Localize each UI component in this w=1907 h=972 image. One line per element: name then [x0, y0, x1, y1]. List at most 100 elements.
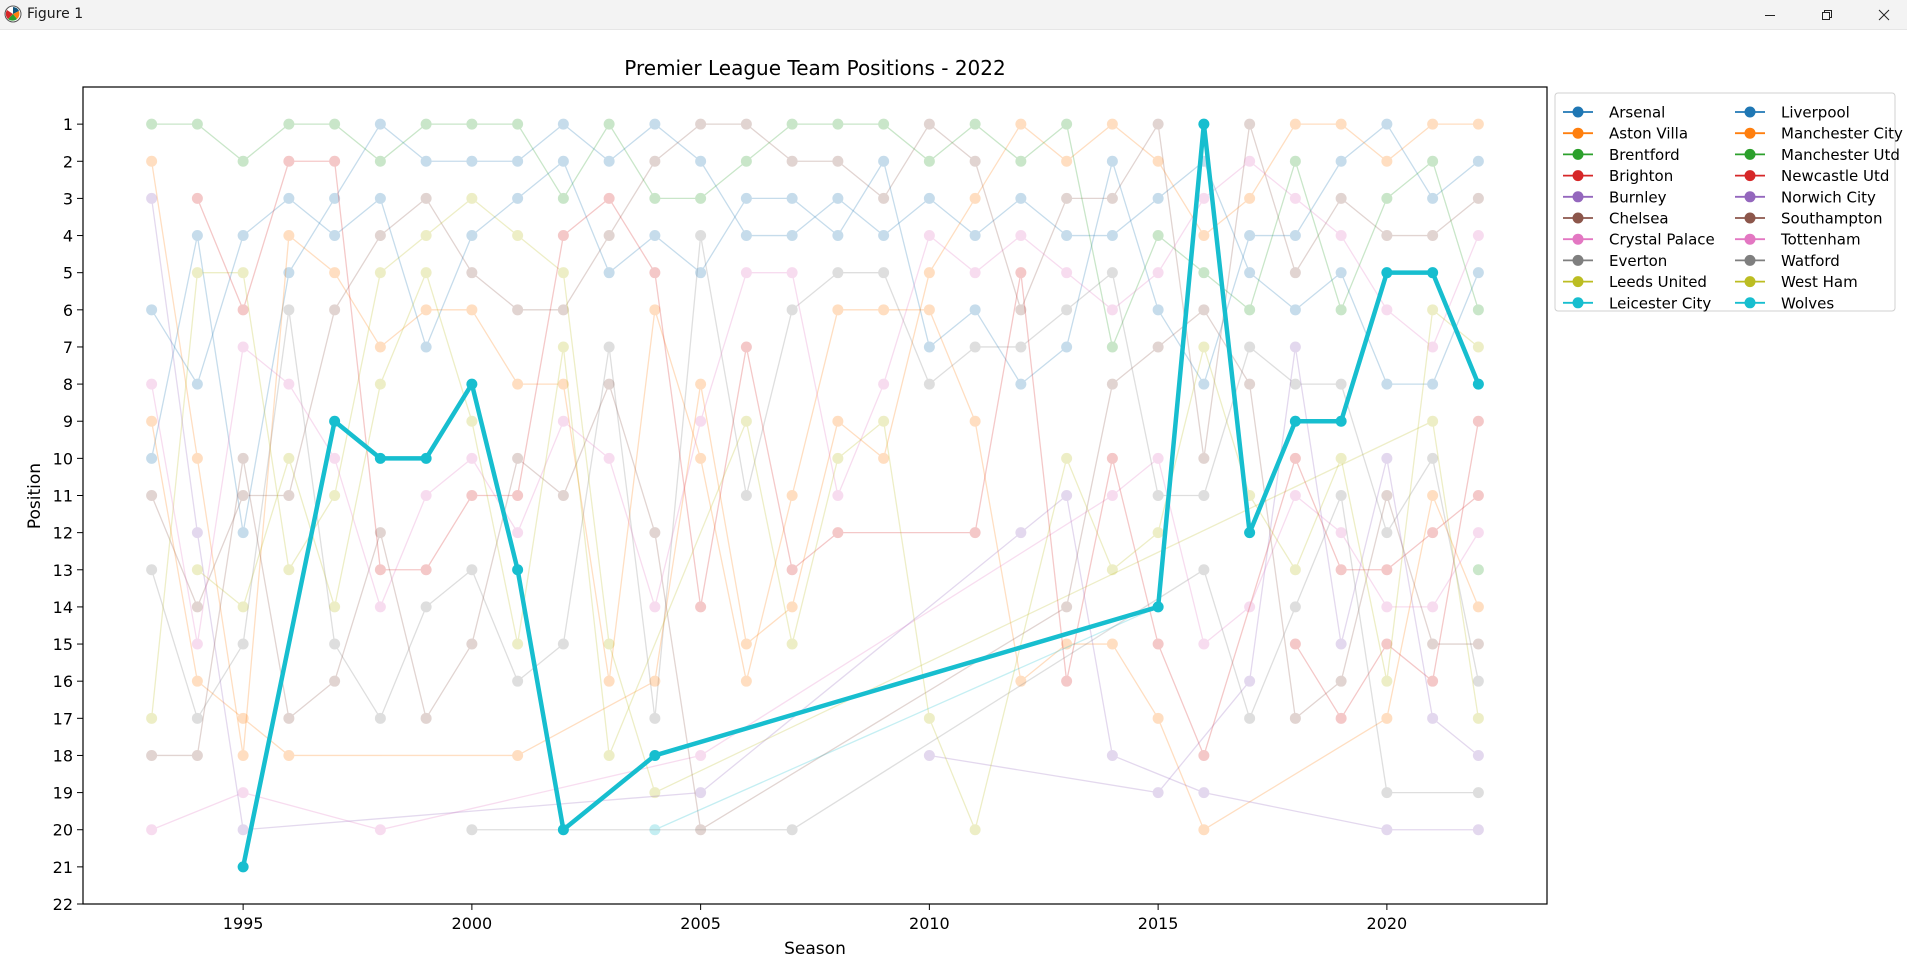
- data-point: [1472, 712, 1484, 724]
- data-point: [557, 638, 569, 650]
- data-point: [1152, 304, 1164, 316]
- series-line: [151, 123, 1479, 608]
- data-point: [1244, 378, 1256, 390]
- data-point: [740, 341, 752, 353]
- data-point: [695, 192, 707, 204]
- series-wolves: [237, 118, 1484, 873]
- data-point: [1335, 230, 1347, 242]
- data-point: [1427, 267, 1439, 279]
- data-point: [1289, 155, 1301, 167]
- window-title: Figure 1: [27, 6, 84, 22]
- legend-label: Wolves: [1781, 294, 1834, 312]
- data-point: [1381, 712, 1393, 724]
- series-manchester-city: [146, 118, 1484, 761]
- series-line: [471, 494, 1479, 831]
- data-point: [283, 712, 295, 724]
- data-point: [146, 490, 158, 501]
- series-line: [150, 161, 1479, 831]
- data-point: [695, 601, 707, 613]
- data-point: [740, 638, 752, 650]
- data-point: [832, 155, 844, 167]
- data-point: [1106, 490, 1118, 501]
- data-point: [603, 638, 615, 650]
- data-point: [1289, 341, 1301, 353]
- series-tottenham: [146, 155, 1484, 650]
- figure-canvas: Premier League Team Positions - 2022 199…: [0, 30, 1907, 968]
- legend-item-brentford: Brentford: [1563, 146, 1680, 164]
- data-point: [1427, 490, 1439, 501]
- data-point: [374, 601, 386, 613]
- data-point: [1427, 118, 1439, 130]
- data-point: [740, 118, 752, 130]
- data-point: [1427, 601, 1439, 613]
- legend-swatch-marker: [1572, 106, 1584, 118]
- data-point: [1152, 490, 1164, 501]
- data-point: [695, 118, 707, 130]
- series-line: [196, 160, 1479, 757]
- legend-swatch-marker: [1572, 170, 1584, 182]
- close-button[interactable]: [1861, 0, 1907, 29]
- data-point: [603, 155, 615, 167]
- data-point: [1381, 787, 1393, 799]
- data-point: [1061, 230, 1073, 242]
- data-point: [1335, 267, 1347, 279]
- legend-item-leicester-city: Leicester City: [1563, 294, 1711, 312]
- legend-item-manchester-utd: Manchester Utd: [1735, 146, 1900, 164]
- data-point: [878, 192, 890, 204]
- data-point: [1152, 267, 1164, 279]
- data-point: [649, 118, 661, 130]
- data-point: [1472, 267, 1484, 279]
- data-point: [1152, 638, 1164, 650]
- data-point: [695, 230, 707, 242]
- data-point: [969, 304, 981, 316]
- minimize-button[interactable]: [1747, 0, 1793, 29]
- data-point: [146, 304, 158, 316]
- y-tick-label: 7: [63, 338, 73, 357]
- data-point: [146, 712, 158, 724]
- legend-item-newcastle-utd: Newcastle Utd: [1735, 167, 1889, 185]
- data-point: [191, 564, 203, 576]
- data-point: [420, 564, 432, 576]
- data-point: [557, 415, 569, 427]
- data-point: [237, 824, 249, 836]
- data-point: [1289, 378, 1301, 390]
- data-point: [923, 304, 935, 316]
- data-point: [283, 192, 295, 204]
- data-point: [786, 267, 798, 279]
- data-point: [1289, 192, 1301, 204]
- data-point: [1106, 304, 1118, 316]
- data-point: [1015, 304, 1027, 316]
- series-line: [151, 309, 1479, 831]
- data-point: [832, 527, 844, 539]
- y-tick-label: 10: [53, 449, 73, 468]
- data-point: [1472, 601, 1484, 613]
- data-point: [1198, 267, 1210, 279]
- data-point: [786, 118, 798, 130]
- legend-swatch-marker: [1744, 254, 1756, 266]
- data-point: [1198, 452, 1210, 464]
- data-point: [557, 230, 569, 242]
- data-point: [420, 712, 432, 724]
- y-tick-label: 11: [53, 487, 73, 506]
- x-tick-label: 2010: [909, 914, 950, 933]
- data-point: [1061, 452, 1073, 464]
- data-point: [237, 638, 249, 650]
- data-point: [1335, 638, 1347, 650]
- legend-label: Brighton: [1609, 167, 1673, 185]
- restore-button[interactable]: [1804, 0, 1850, 29]
- data-point: [786, 824, 798, 836]
- data-point: [283, 749, 295, 761]
- data-point: [1015, 527, 1027, 539]
- data-point: [1152, 230, 1164, 242]
- data-point: [649, 155, 661, 167]
- legend-swatch-marker: [1744, 212, 1756, 224]
- data-point: [649, 527, 661, 539]
- legend-swatch-marker: [1572, 233, 1584, 245]
- data-point: [466, 267, 478, 279]
- data-point: [878, 452, 890, 464]
- data-point: [1244, 675, 1256, 687]
- data-point: [649, 267, 661, 279]
- data-point: [146, 118, 158, 130]
- data-point: [420, 155, 432, 167]
- legend-swatch-marker: [1744, 106, 1756, 118]
